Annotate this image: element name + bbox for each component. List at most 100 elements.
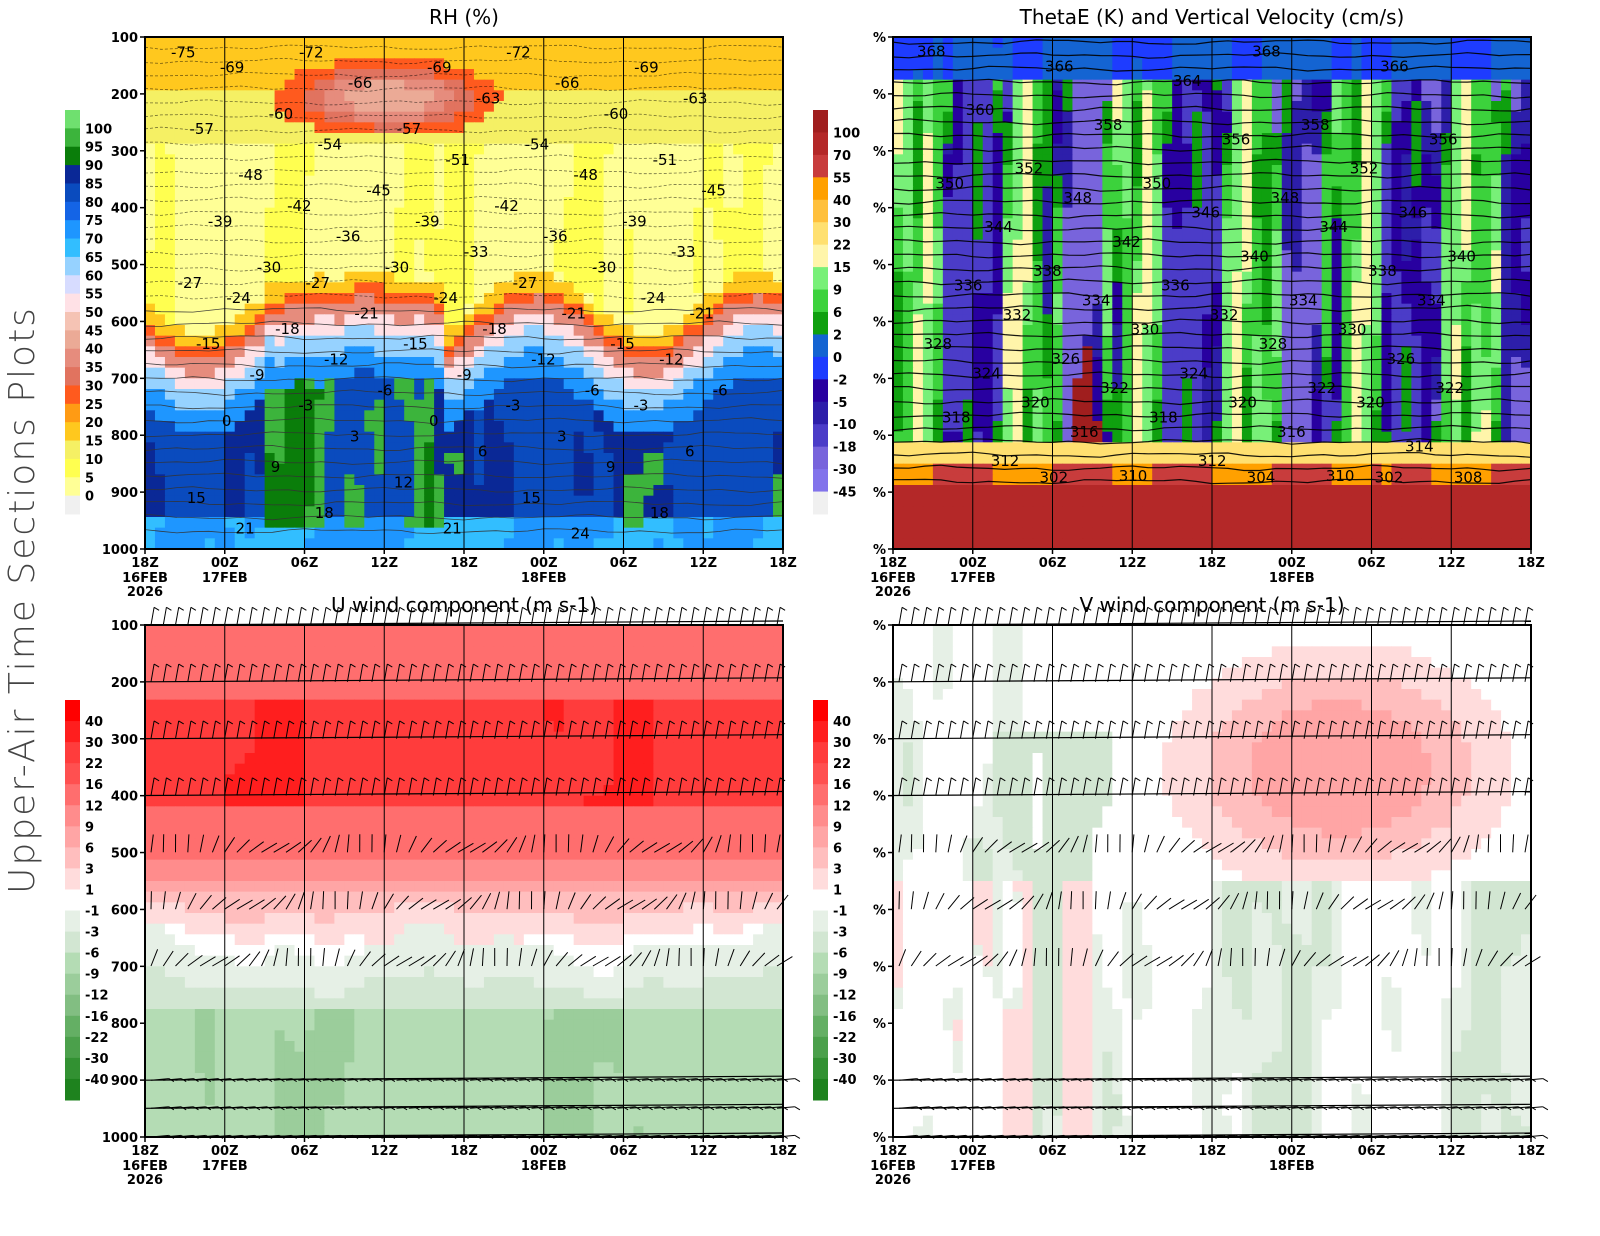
heatmap-cell xyxy=(743,122,754,134)
heatmap-cell xyxy=(603,485,615,497)
contour-label: -69 xyxy=(634,59,659,77)
heatmap-cell xyxy=(204,453,216,465)
heatmap-cell xyxy=(1341,303,1353,315)
heatmap-cell xyxy=(902,207,914,219)
heatmap-cell xyxy=(145,431,156,443)
heatmap-cell xyxy=(1052,207,1064,219)
heatmap-cell xyxy=(1521,58,1532,70)
heatmap-cell xyxy=(294,58,306,70)
heatmap-cell xyxy=(573,186,585,198)
heatmap-cell xyxy=(643,271,655,283)
heatmap-cell xyxy=(912,58,924,70)
heatmap-cell xyxy=(264,367,276,379)
heatmap-cell xyxy=(992,165,1004,177)
heatmap-cell xyxy=(224,229,236,241)
heatmap-cell xyxy=(444,485,455,497)
heatmap-cell xyxy=(743,143,754,155)
heatmap-cell xyxy=(613,367,625,379)
heatmap-cell xyxy=(912,293,924,305)
heatmap-cell xyxy=(703,367,714,379)
heatmap-cell xyxy=(673,229,684,241)
heatmap-cell xyxy=(324,463,336,475)
heatmap-cell xyxy=(1281,314,1293,326)
heatmap-cell xyxy=(603,346,615,358)
heatmap-cell xyxy=(663,58,674,70)
heatmap-cell xyxy=(893,69,904,81)
heatmap-cell xyxy=(334,399,345,411)
heatmap-cell xyxy=(145,293,156,305)
heatmap-cell xyxy=(942,175,954,187)
heatmap-cell xyxy=(1162,101,1173,113)
heatmap-cell xyxy=(583,474,595,486)
heatmap-cell xyxy=(1331,165,1343,177)
heatmap-cell xyxy=(334,421,345,433)
heatmap-cell xyxy=(623,69,635,81)
heatmap-cell xyxy=(523,239,535,251)
heatmap-cell xyxy=(384,111,395,123)
heatmap-cell xyxy=(1082,303,1093,315)
heatmap-cell xyxy=(952,261,964,273)
heatmap-cell xyxy=(543,58,555,70)
heatmap-cell xyxy=(483,357,495,369)
heatmap-cell xyxy=(1331,197,1343,209)
heatmap-cell xyxy=(573,303,585,315)
heatmap-cell xyxy=(1042,293,1054,305)
heatmap-cell xyxy=(364,495,375,507)
heatmap-cell xyxy=(1301,122,1313,134)
heatmap-cell xyxy=(753,69,764,81)
heatmap-cell xyxy=(404,357,415,369)
heatmap-cell xyxy=(1182,69,1193,81)
heatmap-cell xyxy=(1351,293,1363,305)
heatmap-cell xyxy=(264,399,276,411)
heatmap-cell xyxy=(543,463,555,475)
heatmap-cell xyxy=(962,293,974,305)
heatmap-cell xyxy=(1241,197,1253,209)
heatmap-cell xyxy=(563,69,575,81)
heatmap-cell xyxy=(753,421,764,433)
heatmap-cell xyxy=(1102,207,1113,219)
heatmap-cell xyxy=(553,69,565,81)
contour-line xyxy=(144,126,784,134)
heatmap-cell xyxy=(1441,239,1452,251)
heatmap-cell xyxy=(214,175,226,187)
heatmap-cell xyxy=(1172,165,1183,177)
heatmap-cell xyxy=(683,357,694,369)
heatmap-cell xyxy=(573,442,585,454)
heatmap-cell xyxy=(503,463,515,475)
heatmap-cell xyxy=(703,399,714,411)
heatmap-cell xyxy=(1341,186,1353,198)
heatmap-cell xyxy=(583,335,595,347)
heatmap-cell xyxy=(653,410,664,422)
heatmap-cell xyxy=(145,442,156,454)
heatmap-cell xyxy=(1212,293,1223,305)
heatmap-cell xyxy=(314,303,326,315)
contour-label: -6 xyxy=(713,381,728,399)
contour-label: -39 xyxy=(208,212,233,230)
heatmap-cell xyxy=(1491,229,1502,241)
heatmap-cell xyxy=(304,58,316,70)
heatmap-cell xyxy=(145,517,156,529)
heatmap-cell xyxy=(1331,69,1343,81)
heatmap-cell xyxy=(334,517,345,529)
heatmap-cell xyxy=(992,122,1004,134)
heatmap-cell xyxy=(1092,111,1103,123)
heatmap-cell xyxy=(743,399,754,411)
heatmap-cell xyxy=(1162,69,1173,81)
heatmap-cell xyxy=(374,293,385,305)
heatmap-cell xyxy=(553,335,565,347)
heatmap-cell xyxy=(414,346,425,358)
heatmap-cell xyxy=(473,293,485,305)
heatmap-cell xyxy=(1321,122,1333,134)
heatmap-cell xyxy=(1102,197,1113,209)
heatmap-cell xyxy=(693,474,704,486)
heatmap-cell xyxy=(613,250,625,262)
heatmap-cell xyxy=(1381,218,1393,230)
heatmap-cell xyxy=(1202,175,1213,187)
heatmap-cell xyxy=(1102,143,1113,155)
heatmap-cell xyxy=(324,506,336,518)
heatmap-cell xyxy=(1162,37,1173,49)
heatmap-cell xyxy=(1102,186,1113,198)
heatmap-cell xyxy=(693,250,704,262)
heatmap-cell xyxy=(1401,165,1412,177)
heatmap-cell xyxy=(603,79,615,91)
